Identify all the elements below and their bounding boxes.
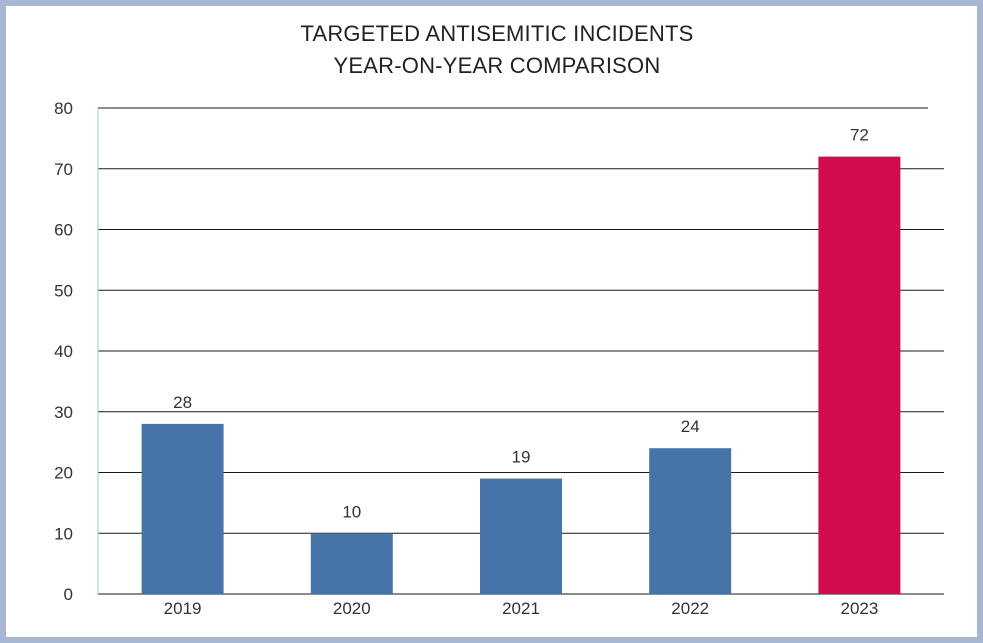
x-tick-label-2021: 2021 bbox=[502, 599, 540, 618]
bar-2023 bbox=[818, 156, 901, 594]
x-tick-label-2020: 2020 bbox=[333, 599, 371, 618]
chart-title-line-1: TARGETED ANTISEMITIC INCIDENTS bbox=[300, 21, 693, 46]
y-tick-label: 50 bbox=[54, 281, 73, 300]
value-label-2022: 24 bbox=[681, 417, 700, 436]
y-tick-label: 30 bbox=[54, 403, 73, 422]
x-tick-label-2022: 2022 bbox=[671, 599, 709, 618]
y-axis-ticks: 0 10 20 30 40 50 60 70 80 bbox=[54, 99, 73, 604]
y-tick-label: 10 bbox=[54, 524, 73, 543]
x-axis-ticks: 2019 2020 2021 2022 2023 bbox=[164, 599, 879, 618]
value-labels: 28 10 19 24 72 bbox=[173, 126, 869, 522]
y-tick-label: 70 bbox=[54, 160, 73, 179]
value-label-2021: 19 bbox=[512, 448, 531, 467]
y-tick-label: 60 bbox=[54, 221, 73, 240]
y-tick-label: 40 bbox=[54, 342, 73, 361]
x-tick-label-2023: 2023 bbox=[840, 599, 878, 618]
value-label-2019: 28 bbox=[173, 393, 192, 412]
y-tick-label: 20 bbox=[54, 464, 73, 483]
gridlines bbox=[98, 107, 944, 595]
bar-2020 bbox=[310, 533, 393, 594]
y-tick-label: 0 bbox=[64, 585, 73, 604]
chart-title-line-2: YEAR-ON-YEAR COMPARISON bbox=[334, 53, 661, 78]
bar-2022 bbox=[649, 448, 732, 594]
bar-2021 bbox=[480, 478, 562, 594]
value-label-2020: 10 bbox=[342, 502, 361, 521]
value-label-2023: 72 bbox=[850, 126, 869, 145]
bars bbox=[141, 156, 901, 594]
x-tick-label-2019: 2019 bbox=[164, 599, 202, 618]
y-tick-label: 80 bbox=[54, 99, 73, 118]
bar-2019 bbox=[141, 423, 224, 594]
